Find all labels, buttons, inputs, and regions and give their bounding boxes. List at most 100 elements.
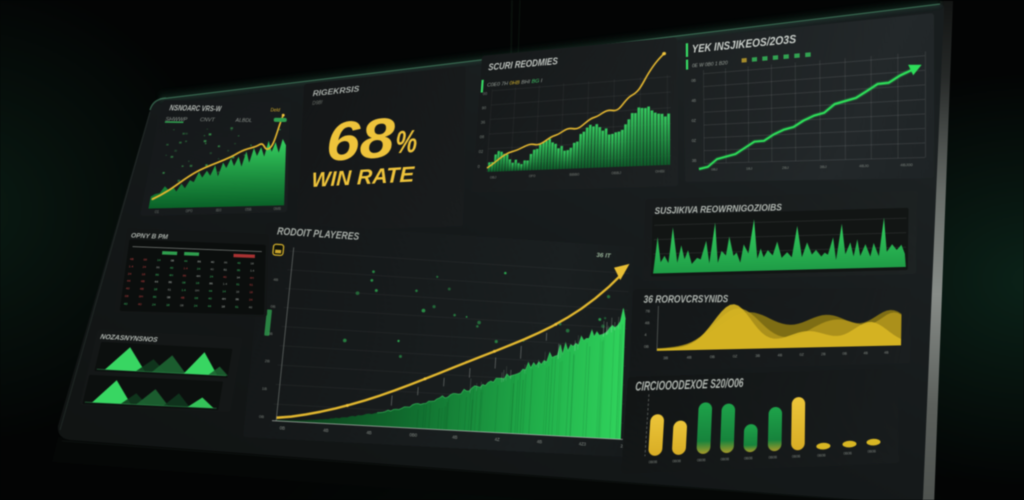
svg-text:0B0B: 0B0B [672,459,682,464]
svg-text:0B0B: 0B0B [744,456,753,461]
svg-text:4Z: 4Z [494,437,500,443]
svg-text:4B: 4B [141,279,146,284]
svg-text:4B: 4B [537,439,543,444]
svg-text:4B: 4B [884,350,888,354]
svg-text:4BJ00: 4BJ00 [900,162,913,168]
svg-text:0F0: 0F0 [529,173,536,178]
svg-text:0B0B: 0B0B [817,453,826,458]
svg-text:44: 44 [127,279,132,284]
svg-text:86: 86 [155,272,159,276]
svg-text:86: 86 [153,294,158,299]
svg-text:24: 24 [142,265,147,269]
svg-text:36 IT: 36 IT [596,252,612,260]
svg-text:4BJ0: 4BJ0 [859,163,869,169]
svg-text:4B: 4B [691,98,696,103]
svg-text:01: 01 [154,209,159,214]
svg-text:0Z: 0Z [692,118,697,123]
svg-text:86: 86 [168,280,172,284]
svg-text:7B: 7B [645,309,650,314]
svg-text:4Z3: 4Z3 [579,441,587,447]
svg-text:YEK INSJIKEOS/2O3S: YEK INSJIKEOS/2O3S [692,32,797,55]
svg-text:86: 86 [209,281,213,285]
svg-text:OPNY B PM: OPNY B PM [130,232,168,241]
svg-text:0B0B: 0B0B [868,449,877,454]
svg-text:RODOIT PLAYERES: RODOIT PLAYERES [277,226,361,243]
svg-text:44: 44 [209,289,213,294]
svg-text:36 ROROVCRSYNIDS: 36 ROROVCRSYNIDS [643,293,729,306]
svg-text:0BBJ: 0BBJ [611,170,621,176]
svg-text:3BJ: 3BJ [820,164,828,169]
svg-text:18: 18 [221,304,225,309]
svg-text:CNVT: CNVT [200,117,216,123]
svg-text:0H: 0H [139,294,144,299]
svg-text:08: 08 [143,257,147,261]
svg-text:1.4: 1.4 [129,264,134,268]
svg-text:08: 08 [194,296,198,301]
svg-text:61: 61 [236,282,240,286]
svg-text:4B: 4B [130,257,135,261]
svg-text:D9B!: D9B! [312,99,324,106]
svg-text:Deld: Deld [270,108,280,114]
svg-text:18: 18 [249,290,253,294]
svg-text:4H: 4H [169,273,173,277]
svg-text:0Z: 0Z [733,354,738,359]
svg-text:0H: 0H [195,288,199,293]
svg-text:0B0B: 0B0B [792,454,801,459]
svg-text:IB0: IB0 [216,208,222,213]
svg-text:CIRCIOOODEXOE S20/O06: CIRCIOOODEXOE S20/O06 [635,376,744,394]
svg-text:1.4: 1.4 [250,268,255,272]
svg-text:44: 44 [208,304,212,309]
svg-text:NSNOARC VRS-W: NSNOARC VRS-W [169,103,223,113]
svg-text:4B: 4B [273,277,279,282]
svg-text:40: 40 [210,267,214,271]
svg-text:90: 90 [482,106,487,111]
svg-text:36: 36 [481,120,486,125]
svg-text:3B: 3B [267,331,273,336]
svg-text:24: 24 [194,303,198,308]
svg-text:61: 61 [249,283,253,287]
svg-text:61: 61 [167,287,171,292]
svg-text:0B: 0B [259,414,265,420]
svg-text:18: 18 [141,272,146,276]
svg-text:NOZASNYNSNOS: NOZASNYNSNOS [99,334,159,344]
svg-text:08: 08 [170,258,174,262]
svg-text:24: 24 [249,297,253,302]
svg-text:4B: 4B [863,351,867,355]
svg-text:14: 14 [222,289,226,294]
svg-text:ALBDL: ALBDL [234,118,252,124]
svg-text:44: 44 [184,259,188,263]
svg-text:2BJ: 2BJ [782,165,789,170]
svg-text:40: 40 [123,301,128,306]
svg-text:0B: 0B [270,304,276,309]
svg-text:4B: 4B [645,321,650,326]
svg-text:40: 40 [126,286,131,291]
svg-text:4B: 4B [140,287,145,292]
svg-text:00: 00 [483,91,488,96]
svg-text:3B: 3B [692,158,697,163]
svg-text:0B: 0B [842,351,847,355]
svg-text:18: 18 [154,287,159,292]
svg-text:18: 18 [236,290,240,294]
svg-text:0B0B: 0B0B [769,455,778,460]
svg-text:02: 02 [478,149,483,154]
svg-text:40: 40 [223,275,227,279]
svg-text:86: 86 [237,268,241,272]
svg-text:SCURI REODMIES: SCURI REODMIES [488,55,559,73]
svg-text:SHWWP: SHWWP [165,117,188,123]
svg-text:68: 68 [325,106,396,174]
svg-text:24: 24 [197,266,201,270]
svg-text:4B: 4B [366,430,372,436]
svg-text:40: 40 [170,265,174,269]
svg-text:%: % [395,123,418,160]
svg-text:C0E0 7H 0HB BHI BG I: C0E0 7H 0HB BHI BG I [487,77,543,87]
svg-text:08: 08 [167,295,172,300]
svg-text:0B0B: 0B0B [721,457,730,462]
svg-text:1.4: 1.4 [183,266,188,270]
svg-text:WIN RATE: WIN RATE [311,161,415,192]
svg-text:3B: 3B [663,356,668,361]
svg-text:08: 08 [480,135,485,140]
svg-text:86: 86 [197,259,201,263]
svg-text:86: 86 [183,273,187,277]
svg-text:3B: 3B [755,353,760,358]
svg-text:0B0B: 0B0B [649,460,659,465]
